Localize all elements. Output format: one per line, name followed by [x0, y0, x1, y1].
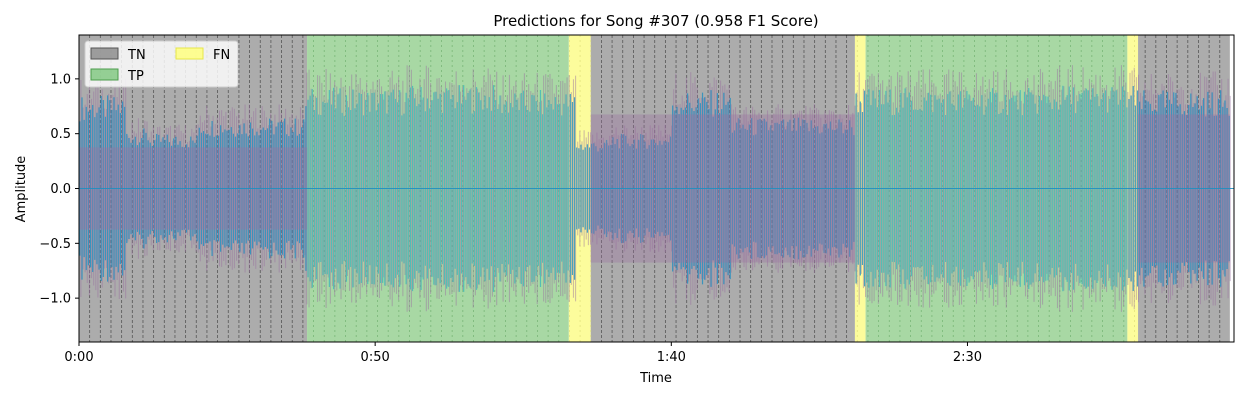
legend-label-tp: TP: [127, 69, 144, 84]
y-tick-label-4: −1.0: [39, 292, 71, 307]
x-tick-label-1: 0:50: [361, 350, 390, 365]
chart-title: Predictions for Song #307 (0.958 F1 Scor…: [493, 12, 818, 30]
y-tick-label-2: 0.0: [50, 182, 71, 197]
y-axis-ticks: 1.0 0.5 0.0 −0.5 −1.0: [39, 72, 79, 307]
y-tick-label-3: −0.5: [39, 237, 71, 252]
legend-label-fn: FN: [213, 48, 230, 63]
y-tick-label-0: 1.0: [50, 72, 71, 87]
legend-swatch-fn: [175, 47, 204, 60]
x-axis-ticks: 0:00 0:50 1:40 2:30: [64, 342, 982, 365]
x-tick-label-3: 2:30: [953, 350, 982, 365]
legend: TN FN TP: [84, 40, 239, 88]
y-tick-label-1: 0.5: [50, 127, 71, 142]
x-axis-label: Time: [639, 371, 672, 386]
x-tick-label-2: 1:40: [657, 350, 686, 365]
y-axis-label: Amplitude: [14, 156, 29, 223]
waveform: [79, 65, 1234, 312]
legend-swatch-tp: [90, 68, 119, 81]
x-tick-label-0: 0:00: [64, 350, 93, 365]
legend-label-tn: TN: [127, 48, 146, 63]
legend-swatch-tn: [90, 47, 119, 60]
